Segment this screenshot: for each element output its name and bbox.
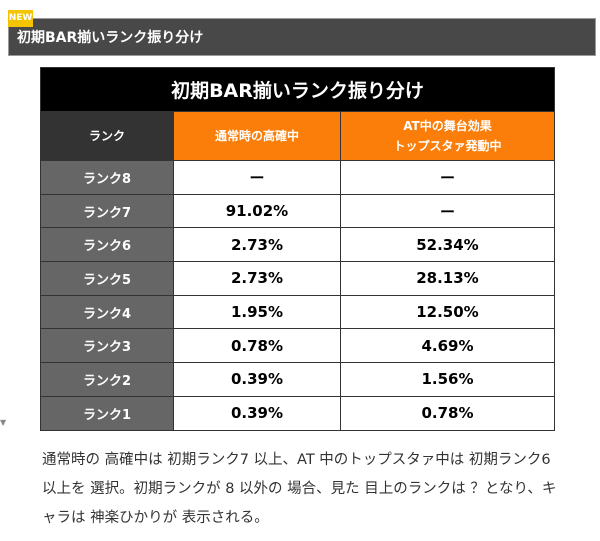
table-row: ランク4 1.95% 12.50% xyxy=(40,294,556,330)
at-cell: 4.69% xyxy=(339,328,556,364)
rank-cell: ランク1 xyxy=(40,395,174,431)
normal-cell: 0.78% xyxy=(173,328,341,364)
at-cell: ー xyxy=(339,160,556,195)
rank-cell: ランク5 xyxy=(40,261,174,296)
normal-cell: 91.02% xyxy=(173,193,341,229)
rank-cell: ランク8 xyxy=(40,160,174,195)
table-row: ランク8 ーー xyxy=(40,160,556,195)
at-cell: 52.34% xyxy=(339,227,556,263)
at-cell: 1.56% xyxy=(339,362,556,397)
at-cell: ー xyxy=(339,193,556,229)
at-cell: 12.50% xyxy=(339,294,556,330)
normal-cell: 0.39% xyxy=(173,395,341,431)
header-rank: ランク xyxy=(40,111,174,161)
rank-cell: ランク6 xyxy=(40,227,174,263)
rank-distribution-table: 初期BAR揃いランク振り分け ランク 通常時の高確中 AT中の舞台効果 トップスタ… xyxy=(40,67,556,431)
table-row: ランク7 91.02% ー xyxy=(40,193,556,229)
description-text: 通常時の 高確中は 初期ランク7 以上、AT 中のトップスタァ中は 初期ランク6… xyxy=(42,452,557,526)
collapse-arrow-icon[interactable]: ▼ xyxy=(0,418,7,427)
section-heading: 初期BAR揃いランク振り分け xyxy=(8,18,596,56)
rank-cell: ランク3 xyxy=(40,328,174,364)
table-row: ランク6 2.73% 52.34% xyxy=(40,227,556,263)
table-row: ランク2 0.39% 1.56% xyxy=(40,362,556,397)
normal-cell: 2.73% xyxy=(173,261,341,296)
rank-cell: ランク4 xyxy=(40,294,174,330)
header-normal: 通常時の高確中 xyxy=(173,111,341,161)
table-row: ランク5 2.73% 28.13% xyxy=(40,261,556,296)
new-badge: NEW xyxy=(8,10,33,27)
table-row: ランク3 0.78% 4.69% xyxy=(40,328,556,364)
normal-cell: 0.39% xyxy=(173,362,341,397)
rank-cell: ランク7 xyxy=(40,193,174,229)
normal-cell: 2.73% xyxy=(173,227,341,263)
normal-cell: 1.95% xyxy=(173,294,341,330)
header-at: AT中の舞台効果 トップスタァ発動中 xyxy=(339,111,556,161)
at-cell: 0.78% xyxy=(339,395,556,431)
at-cell: 28.13% xyxy=(339,261,556,296)
normal-cell: ー xyxy=(173,160,341,195)
table-title: 初期BAR揃いランク振り分け xyxy=(40,67,555,112)
table-row: ランク1 0.39% 0.78% xyxy=(40,395,556,431)
rank-cell: ランク2 xyxy=(40,362,174,397)
